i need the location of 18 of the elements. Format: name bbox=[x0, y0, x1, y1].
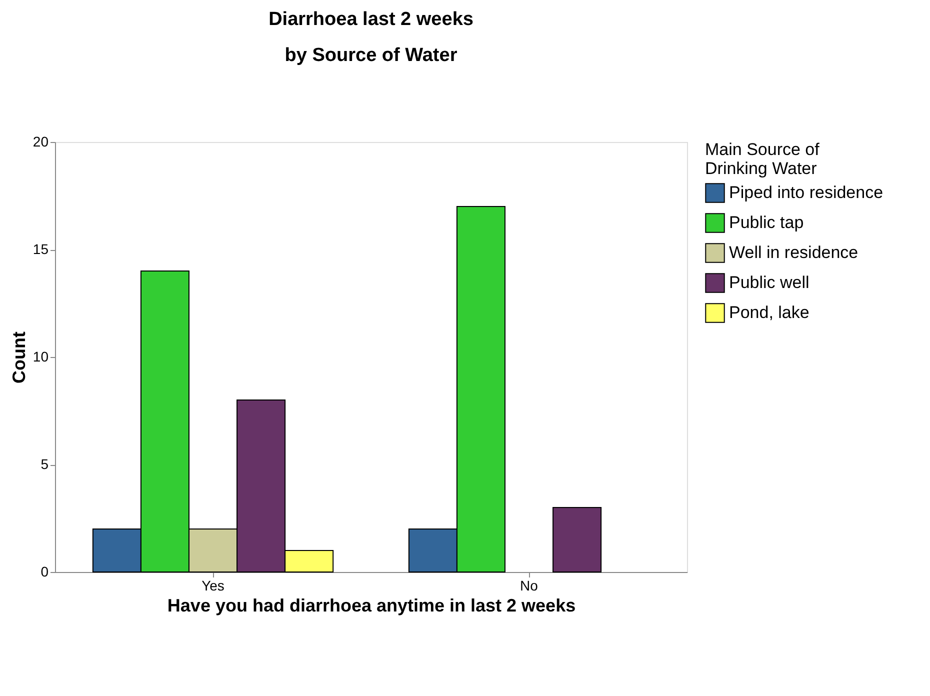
y-tick-label: 0 bbox=[40, 564, 49, 580]
text: Diarrhoea last 2 weeks bbox=[268, 9, 474, 30]
y-tick-label: 5 bbox=[40, 456, 49, 472]
legend-label: Piped into residence bbox=[729, 183, 884, 202]
legend-label: Public tap bbox=[729, 213, 804, 232]
legend-title: Main Source of Drinking Water bbox=[705, 140, 820, 178]
legend-label: Pond, lake bbox=[729, 303, 810, 322]
y-tick-label: 20 bbox=[32, 134, 49, 150]
legend-label: Well in residence bbox=[729, 243, 858, 262]
y-tick-label: 10 bbox=[32, 348, 49, 364]
x-tick-label: No bbox=[520, 578, 538, 594]
text: by Source of Water bbox=[284, 45, 458, 66]
x-axis-title: Have you had diarrhoea anytime in last 2 weeks bbox=[167, 596, 576, 616]
y-axis-title: Count bbox=[8, 332, 29, 384]
legend-label: Public well bbox=[729, 273, 810, 292]
y-tick-label: 15 bbox=[32, 241, 49, 257]
bar bbox=[552, 507, 602, 572]
x-tick-label: Yes bbox=[202, 578, 224, 594]
